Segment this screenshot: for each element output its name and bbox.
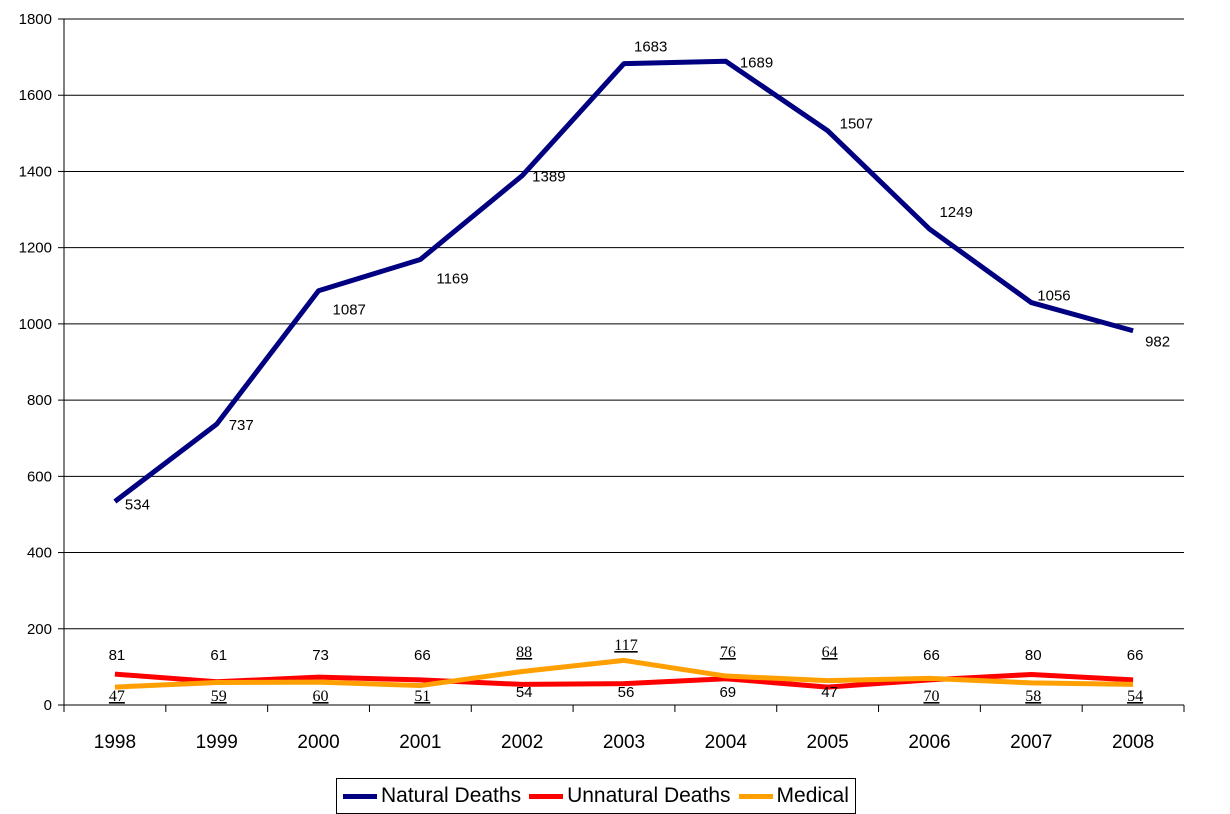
x-tick-label-2008: 2008 (1112, 732, 1154, 753)
series-line-natural-deaths (113, 58, 1134, 504)
data-label-natural-2002: 1389 (532, 169, 565, 186)
data-label-medical-2005: 64 (822, 644, 838, 661)
data-label-natural-2001: 1169 (436, 270, 468, 287)
data-label-unnatural-2004: 69 (719, 684, 736, 701)
x-tick-label-2000: 2000 (297, 732, 339, 753)
data-label-medical-2002: 88 (516, 644, 532, 661)
data-label-medical-2007: 58 (1025, 688, 1041, 705)
data-label-medical-1998: 47 (109, 688, 125, 705)
data-label-medical-1999: 59 (211, 688, 227, 705)
data-label-medical-2003: 117 (614, 637, 637, 654)
legend-swatch-medical (738, 793, 773, 799)
legend-swatch-unnatural-deaths (529, 793, 564, 799)
data-label-natural-2006: 1249 (939, 204, 972, 221)
x-tick-label-1998: 1998 (94, 732, 136, 753)
legend: Natural Deaths Unnatural Deaths Medical (336, 778, 856, 814)
gridlines (64, 18, 1184, 630)
axes (63, 19, 1184, 706)
data-label-medical-2008: 54 (1127, 688, 1143, 705)
x-tick-label-2004: 2004 (705, 732, 748, 753)
x-tick-label-2001: 2001 (399, 732, 441, 753)
x-tick-label-2003: 2003 (603, 732, 645, 753)
data-label-natural-2005: 1507 (840, 116, 873, 133)
data-label-natural-2008: 982 (1145, 334, 1170, 351)
x-tick-label-2002: 2002 (501, 732, 543, 753)
y-tick-label-200: 200 (27, 621, 52, 638)
x-tick-label-2006: 2006 (908, 732, 950, 753)
data-label-natural-2003: 1683 (634, 39, 667, 56)
data-label-natural-2007: 1056 (1037, 288, 1070, 305)
data-label-natural-2004: 1689 (740, 54, 773, 71)
legend-label-medical: Medical (776, 784, 849, 807)
legend-label-natural-deaths: Natural Deaths (381, 784, 522, 807)
data-label-unnatural-2001: 66 (414, 647, 431, 664)
legend-swatch-natural-deaths (343, 793, 377, 799)
y-tick-label-1800: 1800 (19, 11, 52, 28)
data-label-natural-2000: 1087 (333, 302, 366, 319)
y-tick-label-600: 600 (27, 468, 52, 485)
data-label-medical-2004: 76 (720, 644, 736, 661)
x-axis-ticks: 1998 1999 2000 2001 2002 2003 2004 2005 2006 2007… (63, 705, 1185, 753)
y-tick-label-0: 0 (44, 697, 52, 714)
x-tick-label-2005: 2005 (806, 732, 848, 753)
legend-item-unnatural-deaths: Unnatural Deaths (529, 784, 731, 808)
x-tick-label-1999: 1999 (196, 732, 238, 753)
legend-item-natural-deaths: Natural Deaths (343, 784, 521, 808)
series-line-medical (114, 657, 1134, 690)
y-tick-label-1000: 1000 (19, 316, 52, 333)
x-tick-label-2007: 2007 (1010, 732, 1052, 753)
data-label-unnatural-2000: 73 (312, 647, 329, 664)
data-label-unnatural-1999: 61 (210, 647, 227, 664)
y-tick-label-1600: 1600 (19, 87, 52, 104)
y-tick-label-400: 400 (27, 545, 52, 562)
legend-item-medical: Medical (738, 784, 849, 808)
data-label-medical-2001: 51 (414, 688, 430, 705)
data-labels: 534 737 1087 1169 1389 1683 1689 1507 1249 1056 98… (109, 39, 1171, 705)
legend-label-unnatural-deaths: Unnatural Deaths (567, 784, 731, 807)
data-label-natural-1999: 737 (229, 417, 254, 434)
data-label-unnatural-1998: 81 (109, 647, 126, 664)
data-label-unnatural-2003: 56 (618, 684, 635, 701)
y-axis-ticks: 0 200 400 600 800 1000 1200 1400 1600 1800 (19, 11, 64, 714)
data-label-natural-1998: 534 (125, 496, 150, 513)
data-label-unnatural-2007: 80 (1025, 647, 1042, 664)
y-tick-label-1400: 1400 (19, 163, 52, 180)
data-label-unnatural-2008: 66 (1127, 647, 1144, 664)
data-label-unnatural-2006: 66 (923, 647, 940, 664)
data-label-unnatural-2002: 54 (516, 684, 533, 701)
data-label-medical-2000: 60 (313, 688, 329, 705)
y-tick-label-1200: 1200 (19, 240, 52, 257)
data-label-unnatural-2005: 47 (821, 684, 838, 701)
data-label-medical-2006: 70 (923, 688, 939, 705)
y-tick-label-800: 800 (27, 392, 52, 409)
series-lines (113, 58, 1134, 690)
